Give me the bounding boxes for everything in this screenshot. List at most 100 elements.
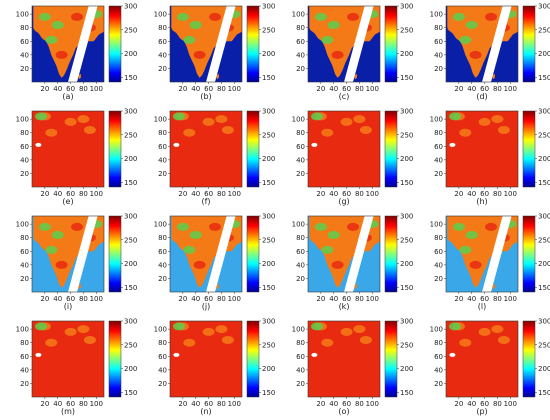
field-patch [55, 260, 68, 269]
colorbar-tick-label: 300 [124, 318, 137, 326]
colorbar-tick-label: 250 [262, 26, 275, 34]
field-patch [353, 325, 366, 334]
map-area [308, 321, 380, 397]
field-patch [45, 128, 58, 137]
field-patch [183, 35, 196, 44]
colorbar [108, 110, 122, 188]
x-tick-label: 100 [366, 295, 379, 303]
x-tick-label: 100 [228, 295, 241, 303]
field-patch [215, 115, 228, 124]
colorbar-tick-label: 250 [124, 341, 137, 349]
field-patch [449, 322, 461, 331]
x-tick-label: 20 [316, 400, 325, 408]
y-tick-label: 100 [16, 326, 29, 334]
colorbar-tick-label: 300 [262, 213, 275, 221]
y-tick-label: 40 [20, 366, 29, 374]
x-tick-label: 100 [504, 85, 517, 93]
x-tick-label: 40 [53, 295, 62, 303]
y-tick-label: 100 [154, 221, 167, 229]
field-patch [331, 50, 344, 59]
y-tick-label: 100 [16, 221, 29, 229]
y-tick-label: 20 [434, 170, 443, 178]
field-patch [359, 336, 372, 344]
field-patch [449, 112, 461, 121]
island [78, 388, 81, 395]
colorbar-tick-label: 300 [538, 318, 550, 326]
field-patch [38, 222, 51, 231]
map-area [170, 6, 242, 82]
colorbar-tick-label: 250 [538, 236, 550, 244]
field-patch [71, 222, 83, 231]
colorbar-tick-label: 200 [400, 50, 413, 58]
y-tick-label: 20 [296, 65, 305, 73]
island [492, 73, 495, 80]
field-patch [64, 117, 77, 126]
map-area [308, 216, 380, 292]
panel-label: (b) [200, 92, 211, 101]
y-tick-label: 20 [296, 380, 305, 388]
swath-gap [206, 6, 236, 82]
colorbar [246, 215, 260, 293]
x-tick-label: 20 [454, 295, 463, 303]
y-tick-label: 60 [296, 248, 305, 256]
colorbar-tick-label: 200 [538, 365, 550, 373]
axes-frame [445, 5, 519, 83]
swath-gap [68, 6, 98, 82]
field-patch [38, 12, 51, 21]
y-tick-label: 40 [158, 261, 167, 269]
bright-spot [173, 352, 180, 357]
field-patch [327, 21, 340, 29]
axes-frame [307, 320, 381, 398]
field-patch [478, 117, 491, 126]
y-tick-label: 60 [296, 353, 305, 361]
x-tick-label: 60 [480, 190, 489, 198]
y-tick-label: 40 [296, 366, 305, 374]
x-tick-label: 60 [342, 85, 351, 93]
field-patch [202, 327, 215, 336]
panel-label: (g) [338, 197, 349, 206]
field-patch [45, 35, 58, 44]
field-patch [321, 128, 334, 137]
x-tick-label: 80 [79, 295, 88, 303]
colorbar-tick-label: 300 [400, 213, 413, 221]
colorbar [246, 110, 260, 188]
field-patch [209, 222, 221, 231]
x-tick-label: 40 [191, 190, 200, 198]
x-tick-label: 20 [178, 295, 187, 303]
y-tick-label: 40 [434, 51, 443, 59]
x-tick-label: 60 [66, 400, 75, 408]
y-tick-label: 80 [20, 234, 29, 242]
x-tick-label: 40 [467, 190, 476, 198]
island [354, 73, 357, 80]
swath-gap [206, 216, 236, 292]
colorbar [384, 110, 398, 188]
colorbar-tick-label: 300 [124, 213, 137, 221]
field-patch [327, 231, 340, 239]
axes-frame [307, 110, 381, 188]
field-patch [35, 322, 47, 331]
axes-frame [169, 110, 243, 188]
panel-label: (o) [338, 407, 349, 416]
y-tick-label: 60 [434, 353, 443, 361]
x-tick-label: 60 [480, 295, 489, 303]
x-tick-label: 80 [217, 295, 226, 303]
y-tick-label: 100 [292, 116, 305, 124]
panel-label: (f) [201, 197, 210, 206]
colorbar-tick-label: 150 [400, 179, 413, 187]
field-patch [173, 322, 185, 331]
axes-frame [31, 215, 105, 293]
field-patch [83, 126, 96, 134]
x-tick-label: 20 [316, 85, 325, 93]
field-patch [469, 260, 482, 269]
y-tick-label: 20 [296, 275, 305, 283]
x-tick-label: 100 [366, 190, 379, 198]
y-tick-label: 80 [296, 24, 305, 32]
x-tick-label: 80 [217, 190, 226, 198]
y-tick-label: 80 [158, 339, 167, 347]
colorbar-tick-label: 150 [124, 179, 137, 187]
y-tick-label: 20 [20, 380, 29, 388]
colorbar-tick-label: 250 [400, 131, 413, 139]
